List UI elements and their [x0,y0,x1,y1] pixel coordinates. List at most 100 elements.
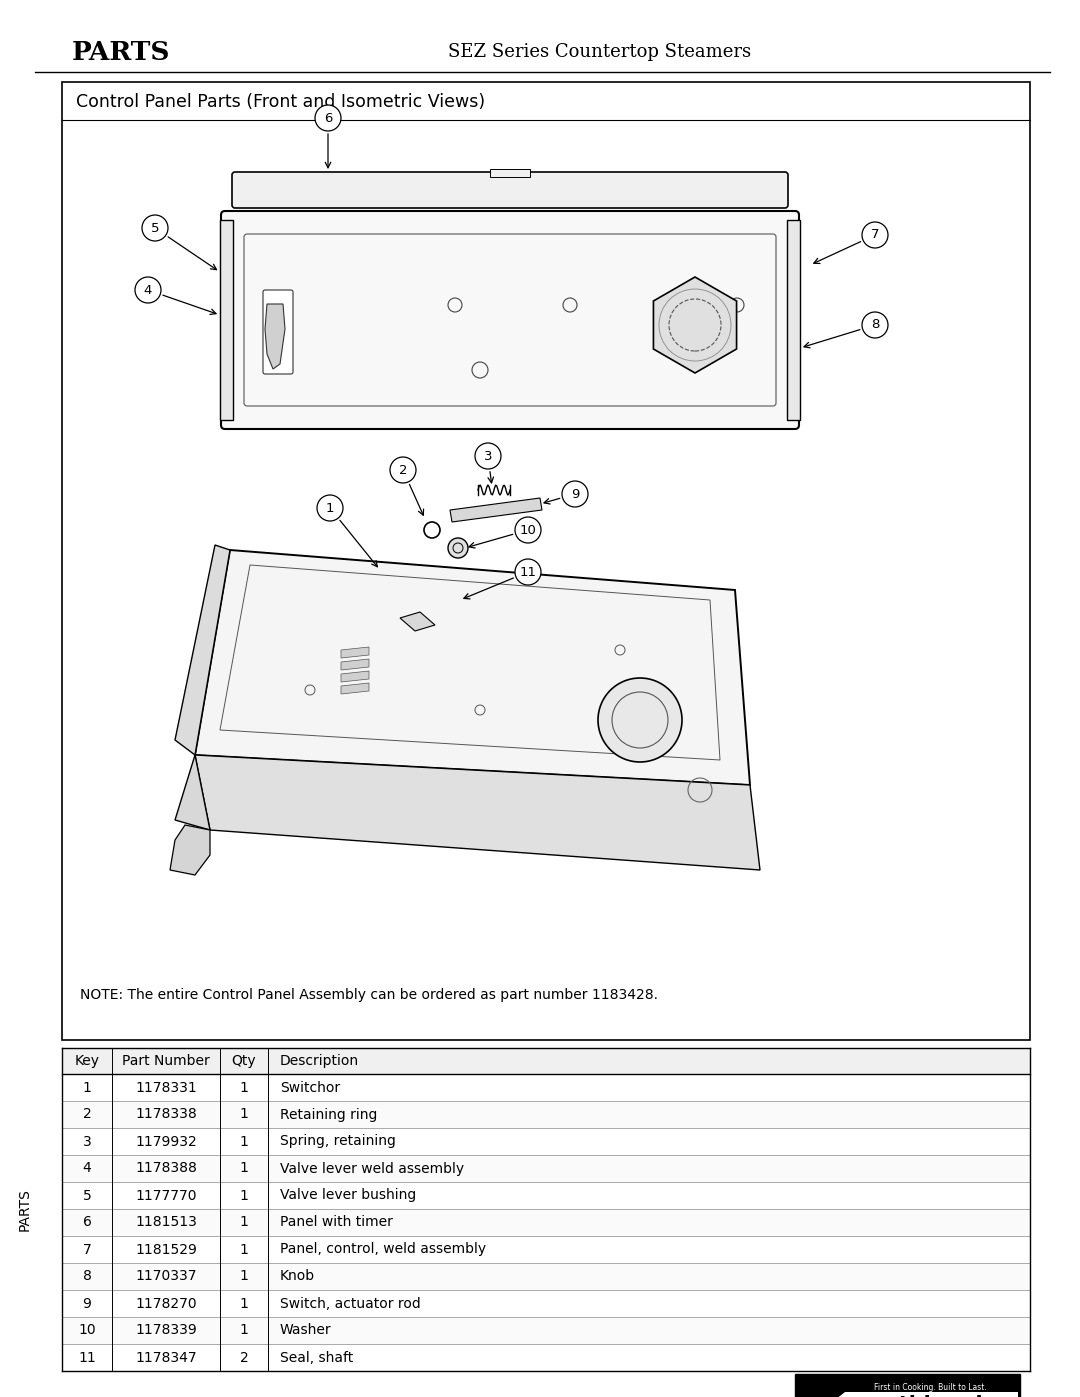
Text: 1: 1 [82,1080,92,1094]
Text: 4: 4 [83,1161,92,1175]
Text: Panel, control, weld assembly: Panel, control, weld assembly [280,1242,486,1256]
Polygon shape [341,659,369,671]
Circle shape [141,215,168,242]
Text: Retaining ring: Retaining ring [280,1108,377,1122]
Text: PARTS: PARTS [72,39,171,64]
Text: 1: 1 [240,1242,248,1256]
Polygon shape [400,612,435,631]
Polygon shape [341,647,369,658]
Polygon shape [220,219,233,420]
Text: 2: 2 [83,1108,92,1122]
Text: 11: 11 [78,1351,96,1365]
Text: Key: Key [75,1053,99,1067]
Text: 9: 9 [82,1296,92,1310]
Polygon shape [195,550,750,785]
Circle shape [862,312,888,338]
Polygon shape [341,671,369,682]
Bar [62,1317,1030,1344]
Text: 9: 9 [571,488,579,500]
Text: 1170337: 1170337 [135,1270,197,1284]
Bar [62,1263,1030,1289]
FancyBboxPatch shape [221,211,799,429]
Text: 10: 10 [519,524,537,536]
Text: 1: 1 [240,1161,248,1175]
Text: Valve lever weld assembly: Valve lever weld assembly [280,1161,464,1175]
Text: 1: 1 [326,502,334,514]
Text: PARTS: PARTS [18,1187,32,1231]
Circle shape [390,457,416,483]
FancyBboxPatch shape [232,172,788,208]
Text: Spring, retaining: Spring, retaining [280,1134,396,1148]
Text: 2: 2 [399,464,407,476]
Text: First in Cooking. Built to Last.: First in Cooking. Built to Last. [874,1383,986,1393]
Polygon shape [450,497,542,522]
Text: 1: 1 [240,1296,248,1310]
Text: 4: 4 [144,284,152,296]
Text: southbend: southbend [859,1396,984,1397]
Text: Washer: Washer [280,1323,332,1337]
Circle shape [515,517,541,543]
Text: 5: 5 [83,1189,92,1203]
Bar [795,1375,1020,1397]
Bar [797,1376,1018,1391]
Text: 8: 8 [870,319,879,331]
Text: Qty: Qty [232,1053,256,1067]
Text: 1: 1 [240,1189,248,1203]
Text: 7: 7 [870,229,879,242]
Circle shape [515,559,541,585]
Bar [62,1208,1030,1236]
Text: 1: 1 [240,1134,248,1148]
Text: 3: 3 [484,450,492,462]
Bar [62,82,1030,1039]
Text: 2: 2 [240,1351,248,1365]
Text: Panel with timer: Panel with timer [280,1215,393,1229]
Text: Switchor: Switchor [280,1080,340,1094]
Text: Switch, actuator rod: Switch, actuator rod [280,1296,421,1310]
Text: 1178338: 1178338 [135,1108,197,1122]
Text: 1178331: 1178331 [135,1080,197,1094]
Polygon shape [341,683,369,694]
Text: Description: Description [280,1053,360,1067]
Polygon shape [175,545,230,754]
FancyBboxPatch shape [264,291,293,374]
Text: Knob: Knob [280,1270,315,1284]
Circle shape [862,222,888,249]
Text: 6: 6 [324,112,333,124]
Circle shape [135,277,161,303]
Text: 5: 5 [151,222,159,235]
Bar [62,1048,1030,1074]
Bar [62,1182,1030,1208]
Text: 1181529: 1181529 [135,1242,197,1256]
Text: 11: 11 [519,566,537,578]
Polygon shape [175,754,210,830]
Circle shape [562,481,588,507]
Text: Seal, shaft: Seal, shaft [280,1351,353,1365]
Text: 1181513: 1181513 [135,1215,197,1229]
Text: 6: 6 [82,1215,92,1229]
FancyBboxPatch shape [244,235,777,407]
Text: 10: 10 [78,1323,96,1337]
Polygon shape [797,1391,845,1397]
Text: 1177770: 1177770 [135,1189,197,1203]
Text: 1178339: 1178339 [135,1323,197,1337]
Bar [62,1155,1030,1182]
Bar [62,1344,1030,1370]
Circle shape [475,443,501,469]
Bar [62,1289,1030,1317]
Polygon shape [170,826,210,875]
Text: 1: 1 [240,1080,248,1094]
Text: 1178347: 1178347 [135,1351,197,1365]
Bar [62,1101,1030,1127]
Text: 1178270: 1178270 [135,1296,197,1310]
Text: 1179932: 1179932 [135,1134,197,1148]
Circle shape [315,105,341,131]
Circle shape [318,495,343,521]
Text: Valve lever bushing: Valve lever bushing [280,1189,416,1203]
Bar [62,1074,1030,1101]
Text: 1: 1 [240,1108,248,1122]
Text: 1: 1 [240,1323,248,1337]
Bar [797,1376,1018,1397]
Text: NOTE: The entire Control Panel Assembly can be ordered as part number 1183428.: NOTE: The entire Control Panel Assembly … [80,988,658,1002]
Polygon shape [787,219,800,420]
Circle shape [598,678,681,761]
